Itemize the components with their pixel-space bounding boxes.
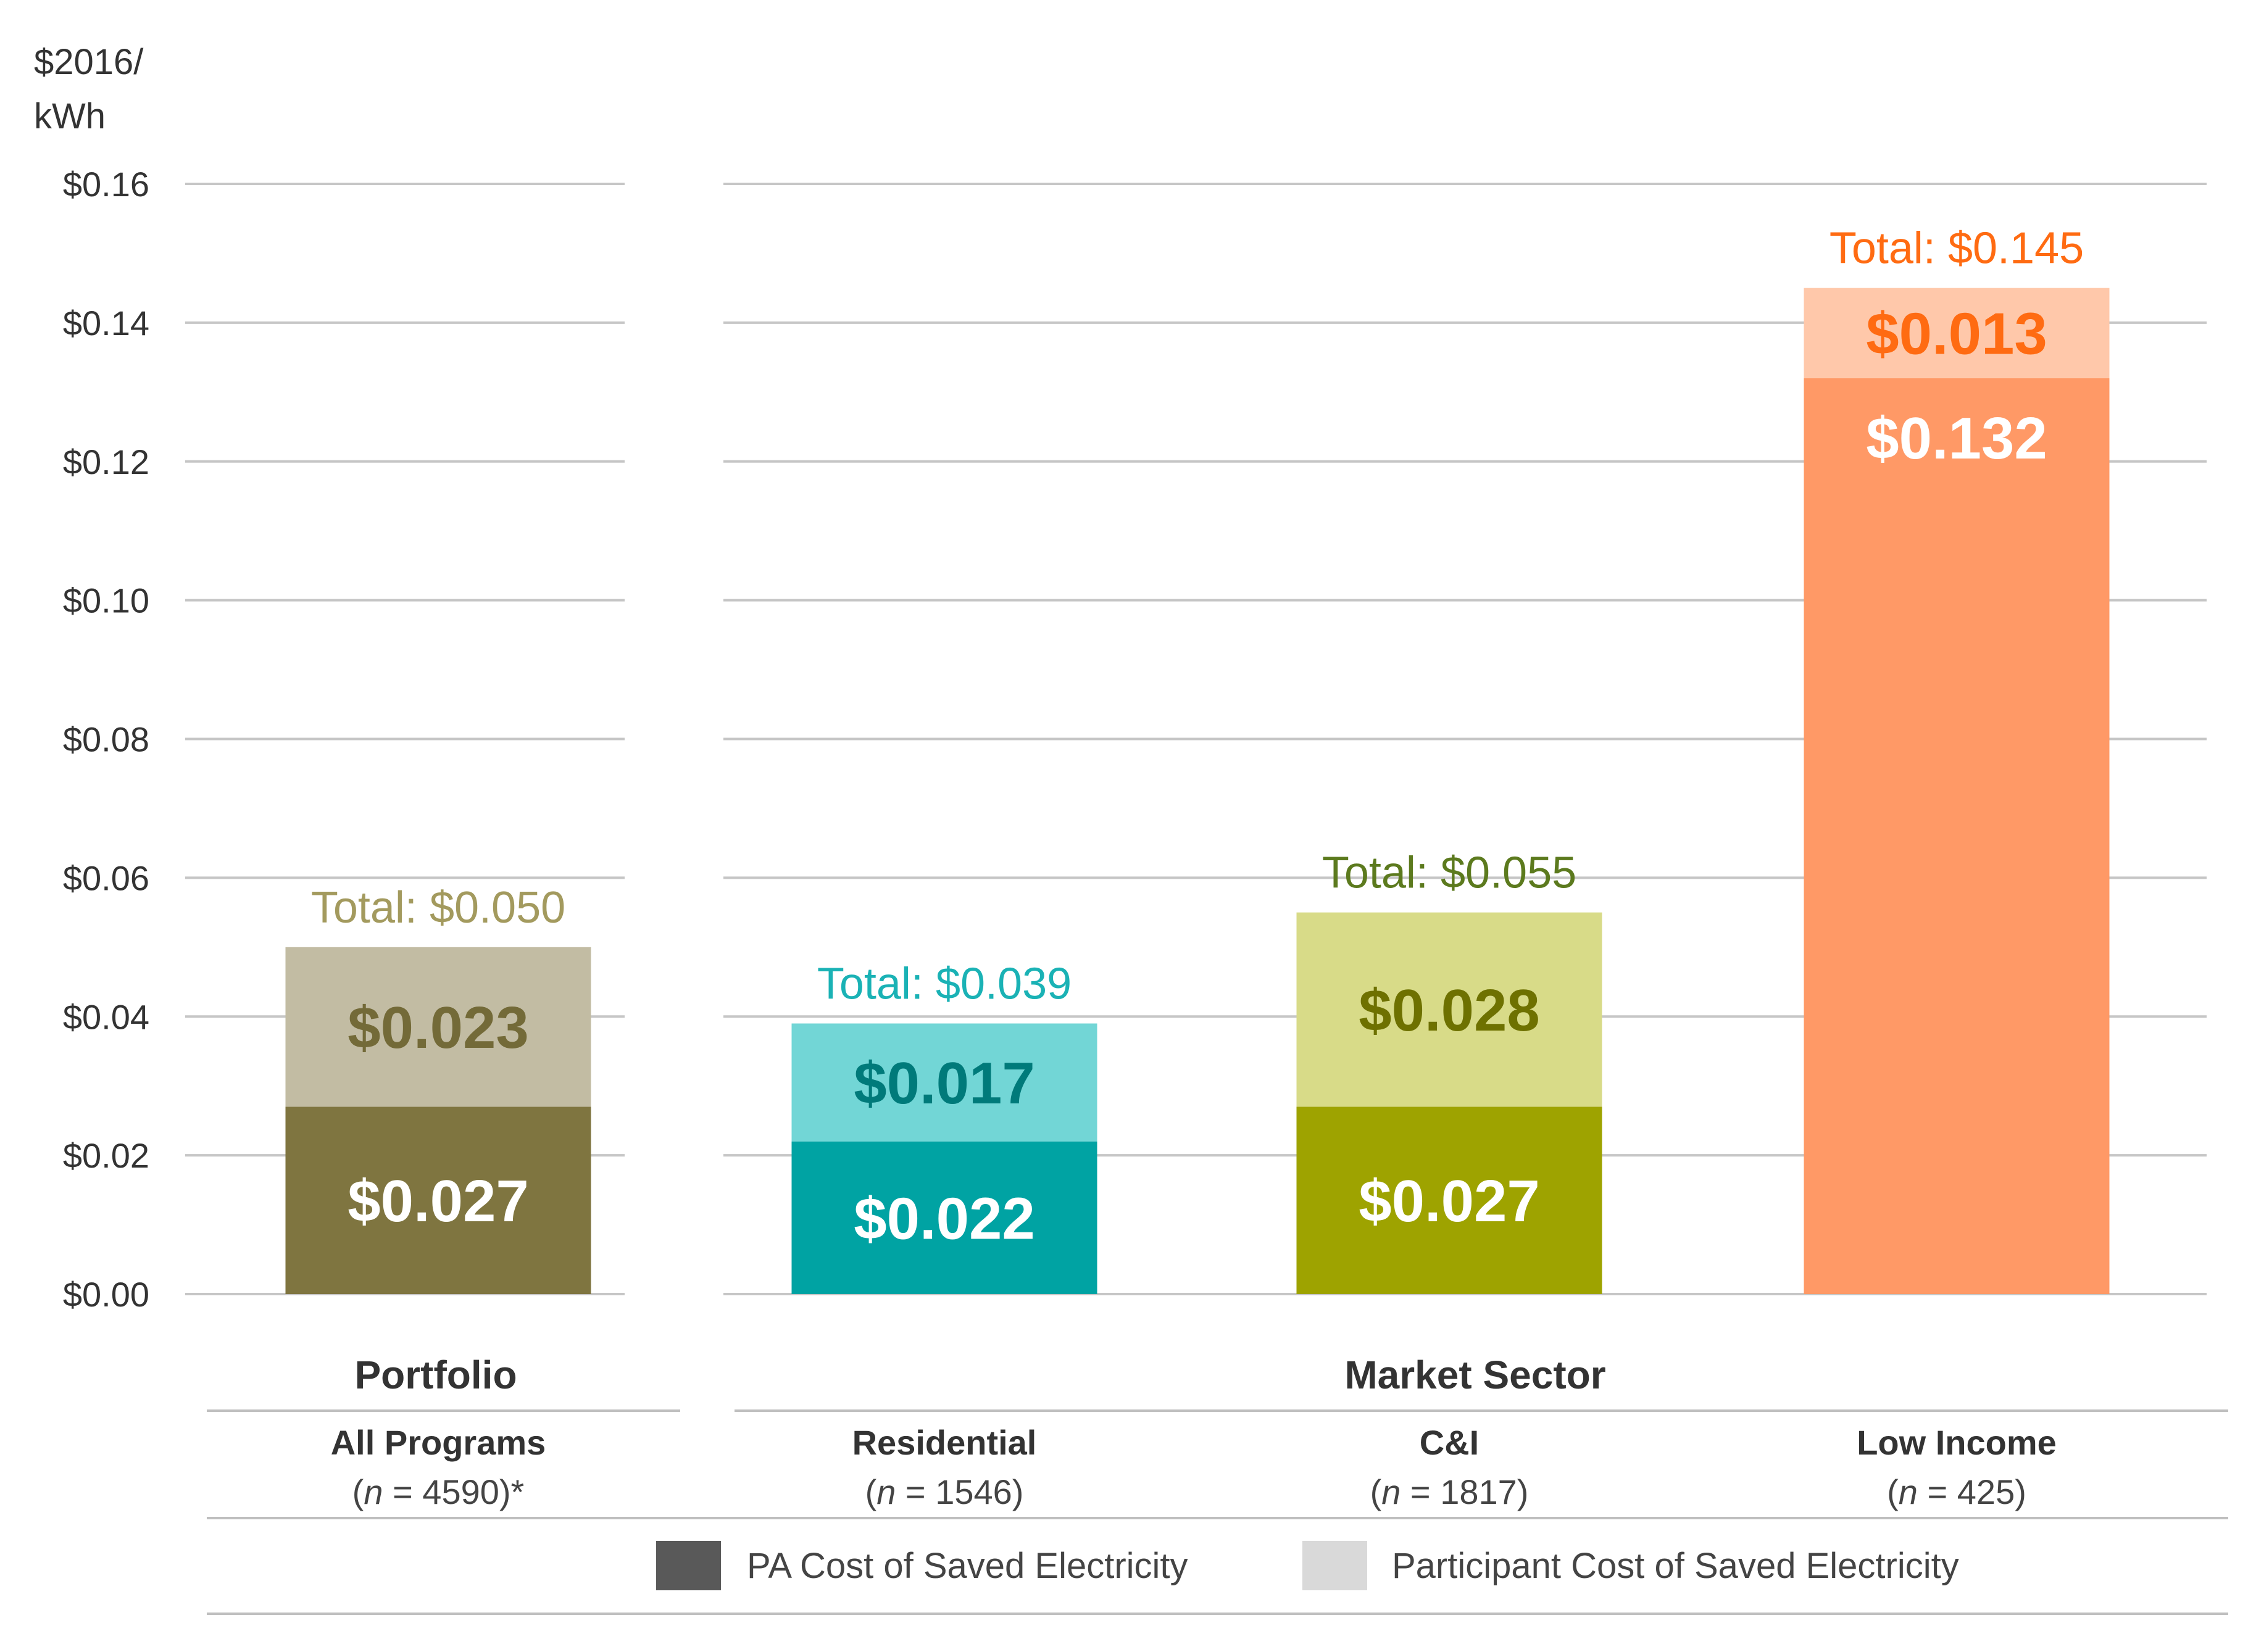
total-label-low-income: Total: $0.145 xyxy=(1829,224,2084,273)
y-tick-label: $0.14 xyxy=(63,304,149,342)
bar-pa-residential xyxy=(791,1141,1097,1294)
group-label-portfolio: Portfolio xyxy=(354,1353,517,1397)
y-tick-label: $0.16 xyxy=(63,165,149,204)
category-count-all-programs: (n = 4590)* xyxy=(352,1472,525,1511)
y-axis-label-line-1: $2016/ xyxy=(34,42,144,82)
legend-label-pa: PA Cost of Saved Electricity xyxy=(747,1546,1188,1586)
data-label-pa-all-programs: $0.027 xyxy=(348,1168,529,1234)
category-count-residential: (n = 1546) xyxy=(865,1472,1024,1511)
data-label-pa-low-income: $0.132 xyxy=(1866,405,2047,471)
category-count-c-i: (n = 1817) xyxy=(1370,1472,1529,1511)
bars: $0.027 $0.023 Total: $0.050 $0.022 $0.017 Tot… xyxy=(285,224,2110,1295)
category-label-residential: Residential xyxy=(852,1423,1037,1462)
y-tick-label: $0.04 xyxy=(63,997,149,1036)
category-label-all-programs: All Programs xyxy=(331,1423,546,1462)
y-tick-label: $0.00 xyxy=(63,1275,149,1314)
y-tick-label: $0.10 xyxy=(63,581,149,620)
bar-participant-c-i xyxy=(1296,912,1602,1107)
data-label-participant-all-programs: $0.023 xyxy=(348,995,529,1061)
y-tick-label: $0.02 xyxy=(63,1136,149,1175)
bar-participant-low-income xyxy=(1804,288,2110,378)
y-tick-label: $0.12 xyxy=(63,442,149,481)
y-axis: $2016/ kWh $0.00 $0.02 $0.04 $0.06 $0.08 $0.1… xyxy=(34,42,149,1314)
group-label-market-sector: Market Sector xyxy=(1344,1353,1605,1397)
total-label-residential: Total: $0.039 xyxy=(817,959,1072,1008)
legend-swatch-pa xyxy=(656,1541,721,1590)
data-label-participant-residential: $0.017 xyxy=(854,1050,1035,1116)
legend-label-participant: Participant Cost of Saved Electricity xyxy=(1392,1546,1959,1586)
bar-pa-low-income xyxy=(1804,378,2110,1295)
data-label-pa-residential: $0.022 xyxy=(854,1185,1035,1251)
category-label-low-income: Low Income xyxy=(1857,1423,2057,1462)
total-label-c-i: Total: $0.055 xyxy=(1322,849,1576,898)
total-label-all-programs: Total: $0.050 xyxy=(311,883,565,932)
bar-pa-all-programs xyxy=(285,1106,591,1294)
y-tick-label: $0.08 xyxy=(63,720,149,759)
bar-pa-c-i xyxy=(1296,1106,1602,1294)
category-label-c-i: C&I xyxy=(1420,1423,1479,1462)
category-count-low-income: (n = 425) xyxy=(1887,1472,2026,1511)
data-label-pa-c-i: $0.027 xyxy=(1359,1168,1540,1234)
x-axis-categories: Portfolio Market Sector All Programs (n =… xyxy=(207,1353,2228,1615)
data-label-participant-low-income: $0.013 xyxy=(1866,301,2047,367)
data-label-participant-c-i: $0.028 xyxy=(1359,978,1540,1044)
bar-participant-residential xyxy=(791,1023,1097,1142)
y-axis-label-line-2: kWh xyxy=(34,96,106,136)
legend-swatch-participant xyxy=(1302,1541,1367,1590)
legend: PA Cost of Saved Electricity Participant… xyxy=(656,1541,1959,1590)
bar-participant-all-programs xyxy=(285,947,591,1107)
y-tick-label: $0.06 xyxy=(63,858,149,897)
